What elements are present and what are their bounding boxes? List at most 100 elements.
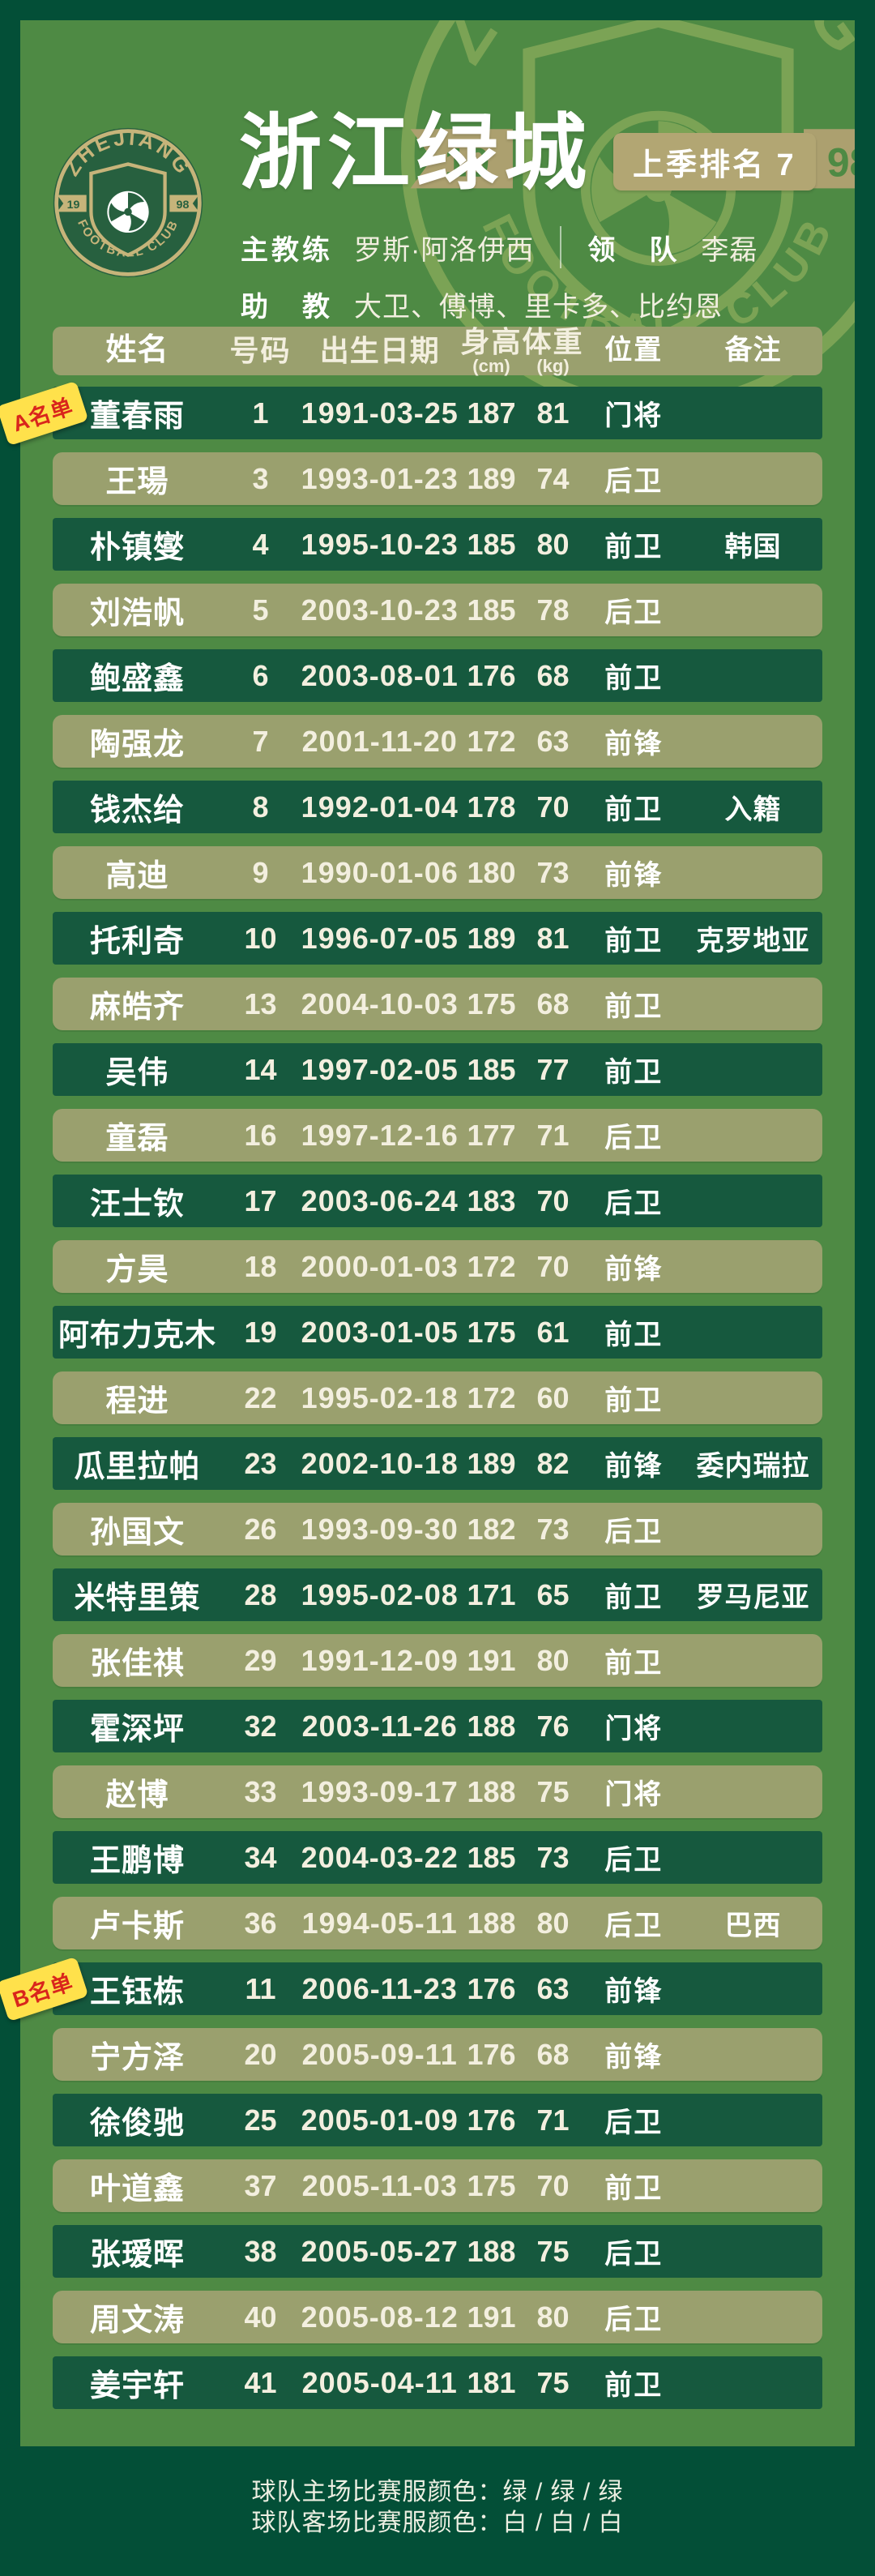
player-name: 鲍盛鑫 (89, 662, 185, 696)
player-number: 34 (244, 1840, 277, 1874)
weight: 71 (536, 1118, 570, 1152)
page-title: 浙江绿城 (239, 107, 592, 199)
height: 177 (467, 1118, 516, 1152)
table-row: 张佳祺 29 1991-12-09 191 80 前卫 (53, 1634, 822, 1687)
table-body: 董春雨 1 1991-03-25 187 81 门将 A名单 王瑒 3 1993-01-23 189… (0, 380, 822, 2409)
position: 前锋 (604, 1451, 664, 1482)
height: 188 (467, 1709, 516, 1743)
player-name: 姜宇轩 (89, 2369, 185, 2403)
player-name: 汪士钦 (89, 1187, 185, 1222)
player-number: 10 (244, 921, 277, 955)
height: 188 (467, 1774, 516, 1808)
weight: 73 (536, 855, 570, 889)
height: 185 (467, 1052, 516, 1086)
table-row: 张瑷晖 38 2005-05-27 188 75 后卫 (53, 2225, 822, 2278)
weight: 78 (536, 593, 570, 627)
position: 后卫 (604, 1911, 664, 1941)
height: 188 (467, 1906, 516, 1940)
svg-text:ZHEJIANG: ZHEJIANG (420, 20, 855, 77)
position: 前卫 (604, 926, 664, 956)
svg-text:98: 98 (827, 139, 855, 185)
player-name: 阿布力克木 (58, 1319, 216, 1353)
weight: 81 (536, 396, 570, 430)
birth-date: 2005-08-12 (301, 2300, 459, 2334)
table-row: 钱杰给 8 1992-01-04 178 70 前卫 入籍 (53, 781, 822, 833)
player-name: 孙国文 (89, 1516, 185, 1550)
note: 韩国 (724, 532, 782, 563)
player-name: 赵博 (105, 1778, 169, 1812)
player-number: 23 (244, 1446, 277, 1480)
position: 门将 (604, 1714, 664, 1744)
player-name: 吴伟 (105, 1056, 169, 1090)
weight: 61 (536, 1315, 570, 1349)
title-row: 浙江绿城 上季排名 7 (239, 111, 816, 195)
group-badge-a: A名单 (0, 380, 88, 446)
manager-name: 李磊 (701, 234, 758, 266)
column-header-height: 身高 (cm) (460, 324, 523, 377)
column-header-weight: 体重 (kg) (522, 324, 584, 377)
coach-line: 主教练 罗斯·阿洛伊西 领 队 李磊 (241, 226, 758, 268)
weight: 80 (536, 2300, 570, 2334)
table-row: 高迪 9 1990-01-06 180 73 前锋 (53, 846, 822, 899)
birth-date: 2004-10-03 (301, 986, 459, 1021)
table-row: 程进 22 1995-02-18 172 60 前卫 (53, 1371, 822, 1424)
birth-date: 1994-05-11 (301, 1906, 458, 1940)
manager-label: 领 队 (587, 234, 681, 266)
height: 191 (467, 1643, 516, 1677)
player-name: 瓜里拉帕 (74, 1450, 201, 1484)
table-row: 霍深坪 32 2003-11-26 188 76 门将 (53, 1700, 822, 1752)
table-row: 阿布力克木 19 2003-01-05 175 61 前卫 (53, 1306, 822, 1359)
player-number: 11 (245, 1971, 276, 2005)
table-row: 鲍盛鑫 6 2003-08-01 176 68 前卫 (53, 649, 822, 702)
height: 178 (467, 789, 516, 824)
main-panel: ZHEJIANG FOOTBALL CLUB 19 98 (0, 20, 855, 2446)
birth-date: 2006-11-23 (301, 1971, 458, 2005)
height: 176 (467, 658, 516, 692)
weight: 71 (536, 2103, 570, 2137)
player-name: 刘浩帆 (89, 597, 185, 631)
position: 前卫 (604, 1582, 664, 1613)
birth-date: 2002-10-18 (301, 1446, 459, 1480)
table-row: 汪士钦 17 2003-06-24 183 70 后卫 (53, 1175, 822, 1227)
note: 巴西 (724, 1911, 782, 1941)
column-header-player-name: 姓名 (105, 333, 169, 368)
position: 后卫 (604, 1845, 664, 1876)
player-number: 8 (252, 789, 269, 824)
assistant-names: 大卫、傅博、里卡多、比约恩 (354, 292, 723, 323)
weight: 75 (536, 1774, 570, 1808)
player-number: 41 (244, 2365, 277, 2399)
group-badge-b: B名单 (0, 1956, 88, 2022)
position: 前卫 (604, 1385, 664, 1416)
player-number: 17 (244, 1183, 277, 1217)
player-name: 高迪 (105, 859, 169, 893)
birth-date: 1997-02-05 (301, 1052, 459, 1086)
player-number: 40 (244, 2300, 277, 2334)
table-row: 周文涛 40 2005-08-12 191 80 后卫 (53, 2291, 822, 2343)
head-coach-name: 罗斯·阿洛伊西 (354, 234, 535, 266)
birth-date: 1997-12-16 (301, 1118, 459, 1152)
height: 175 (467, 2168, 516, 2202)
player-number: 1 (252, 396, 269, 430)
player-number: 37 (244, 2168, 277, 2202)
table-row: 方昊 18 2000-01-03 172 70 前锋 (53, 1240, 822, 1293)
player-number: 19 (244, 1315, 277, 1349)
weight: 70 (536, 1183, 570, 1217)
kit-colors-footer: 球队主场比赛服颜色：绿 / 绿 / 绿 球队客场比赛服颜色：白 / 白 / 白 (0, 2477, 875, 2539)
birth-date: 2003-06-24 (301, 1183, 459, 1217)
birth-date: 2005-11-03 (301, 2168, 458, 2202)
svg-text:19: 19 (67, 199, 80, 212)
birth-date: 2005-05-27 (301, 2234, 459, 2268)
column-header-player-number: 号码 (229, 334, 292, 368)
table-row: 孙国文 26 1993-09-30 182 73 后卫 (53, 1503, 822, 1555)
table-row: 瓜里拉帕 23 2002-10-18 189 82 前锋 委内瑞拉 (53, 1437, 822, 1490)
table-row: 姜宇轩 41 2005-04-11 181 75 前卫 (53, 2356, 822, 2409)
height: 185 (467, 527, 516, 561)
player-number: 36 (244, 1906, 277, 1940)
weight: 68 (536, 986, 570, 1021)
height: 188 (467, 2234, 516, 2268)
table-row: 王鹏博 34 2004-03-22 185 73 后卫 (53, 1831, 822, 1884)
height: 189 (467, 1446, 516, 1480)
table-row: 赵博 33 1993-09-17 188 75 门将 (53, 1765, 822, 1818)
player-name: 方昊 (105, 1253, 169, 1287)
